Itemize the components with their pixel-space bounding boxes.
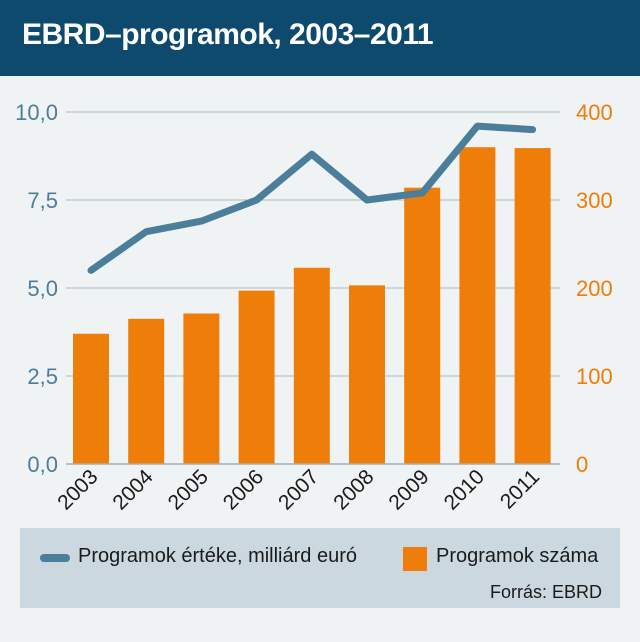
x-tick-label: 2008 — [329, 465, 378, 514]
bar — [238, 290, 275, 464]
source-note: Forrás: EBRD — [489, 582, 602, 602]
bar — [183, 313, 220, 464]
bar — [459, 147, 496, 464]
left-axis-tick-label: 7,5 — [27, 188, 58, 213]
right-axis-tick-label: 400 — [576, 100, 613, 125]
x-tick-label: 2005 — [164, 465, 213, 514]
x-tick-label: 2010 — [440, 465, 489, 514]
right-axis-tick-label: 100 — [576, 364, 613, 389]
bar — [73, 333, 109, 464]
bar — [514, 148, 551, 464]
right-axis-tick-label: 0 — [576, 452, 588, 477]
legend-bar-swatch — [403, 547, 427, 571]
right-axis-tick-label: 200 — [576, 276, 613, 301]
x-tick-label: 2006 — [219, 465, 268, 514]
legend — [20, 528, 620, 608]
left-axis-tick-label: 2,5 — [27, 364, 58, 389]
left-axis-tick-label: 5,0 — [27, 276, 58, 301]
chart-title: EBRD–programok, 2003–2011 — [22, 18, 434, 51]
x-tick-label: 2003 — [53, 465, 102, 514]
x-tick-label: 2004 — [108, 465, 158, 515]
left-axis-tick-label: 0,0 — [27, 452, 58, 477]
legend-line-label: Programok értéke, milliárd euró — [78, 545, 357, 567]
x-tick-label: 2007 — [274, 465, 323, 514]
right-axis-tick-label: 300 — [576, 188, 613, 213]
bar — [293, 267, 330, 464]
bar — [349, 285, 385, 464]
x-tick-label: 2011 — [496, 465, 544, 513]
legend-line-swatch — [40, 554, 70, 562]
bar — [404, 187, 441, 464]
left-axis-tick-label: 10,0 — [15, 100, 58, 125]
bar — [128, 318, 165, 464]
legend-bar-label: Programok száma — [436, 545, 599, 567]
x-tick-label: 2009 — [384, 465, 433, 514]
header-bar: EBRD–programok, 2003–2011 — [0, 0, 640, 76]
